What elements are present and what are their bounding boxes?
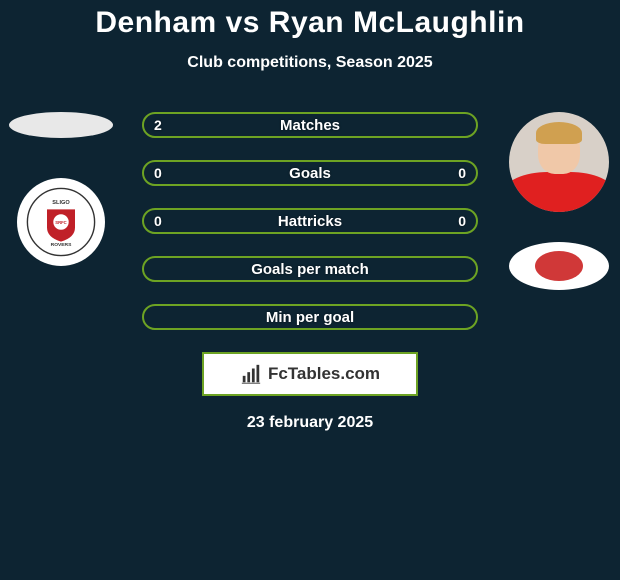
right-player-photo bbox=[509, 112, 609, 212]
subtitle: Club competitions, Season 2025 bbox=[0, 54, 620, 72]
stat-label: Min per goal bbox=[266, 309, 354, 326]
stat-left-value: 0 bbox=[154, 213, 162, 229]
sligo-rovers-crest-icon: SLIGO ROVERS SRFC bbox=[26, 187, 96, 257]
stat-row-min-per-goal: Min per goal bbox=[142, 304, 478, 330]
stat-label: Hattricks bbox=[278, 213, 342, 230]
left-column: SLIGO ROVERS SRFC bbox=[6, 112, 116, 266]
stat-right-value: 0 bbox=[458, 213, 466, 229]
svg-text:SRFC: SRFC bbox=[55, 220, 66, 225]
right-club-inner-icon bbox=[535, 251, 583, 281]
svg-text:ROVERS: ROVERS bbox=[51, 242, 72, 248]
stat-row-matches: 2 Matches bbox=[142, 112, 478, 138]
stat-label: Matches bbox=[280, 117, 340, 134]
stat-row-goals-per-match: Goals per match bbox=[142, 256, 478, 282]
stats-area: SLIGO ROVERS SRFC 2 Matches bbox=[0, 112, 620, 432]
stat-label: Goals bbox=[289, 165, 331, 182]
page-title: Denham vs Ryan McLaughlin bbox=[0, 6, 620, 40]
stat-left-value: 0 bbox=[154, 165, 162, 181]
date-text: 23 february 2025 bbox=[0, 414, 620, 432]
stat-right-value: 0 bbox=[458, 165, 466, 181]
stat-label: Goals per match bbox=[251, 261, 369, 278]
brand-logo-text: FcTables.com bbox=[268, 364, 380, 384]
svg-text:SLIGO: SLIGO bbox=[52, 200, 70, 206]
left-avatar-placeholder bbox=[9, 112, 113, 138]
bar-chart-icon bbox=[240, 363, 262, 385]
stat-row-goals: 0 Goals 0 bbox=[142, 160, 478, 186]
left-club-badge: SLIGO ROVERS SRFC bbox=[17, 178, 105, 266]
stat-row-hattricks: 0 Hattricks 0 bbox=[142, 208, 478, 234]
right-club-badge bbox=[509, 242, 609, 290]
right-column bbox=[504, 112, 614, 290]
stat-left-value: 2 bbox=[154, 117, 162, 133]
brand-logo-box: FcTables.com bbox=[202, 352, 418, 396]
